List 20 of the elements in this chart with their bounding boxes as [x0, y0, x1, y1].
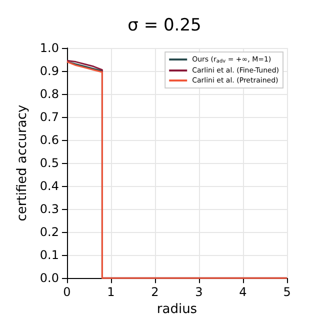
x-tick-label: 5 [283, 285, 291, 300]
y-tick-label: 0.3 [40, 202, 59, 216]
y-tick-label: 1.0 [40, 41, 59, 55]
x-tick-label: 1 [107, 285, 115, 300]
y-tick-label: 0.4 [40, 179, 59, 194]
x-axis-title: radius [156, 302, 198, 317]
x-tick-label: 0 [63, 285, 71, 300]
y-tick-label: 0.7 [40, 110, 59, 124]
y-tick-label: 0.6 [40, 133, 59, 148]
y-axis-title: certified accuracy [15, 104, 30, 222]
chart-title: σ = 0.25 [128, 16, 202, 36]
x-tick-label: 4 [239, 285, 247, 300]
x-tick-label: 3 [195, 285, 203, 300]
y-tick-label: 0.5 [40, 156, 59, 170]
y-tick-label: 0.8 [40, 87, 59, 102]
x-tick-label: 2 [151, 285, 159, 300]
y-tick-label: 0.0 [40, 271, 59, 286]
y-tick-label: 0.2 [40, 225, 59, 240]
y-tick-label: 0.1 [40, 248, 59, 262]
y-tick-label: 0.9 [40, 64, 59, 78]
